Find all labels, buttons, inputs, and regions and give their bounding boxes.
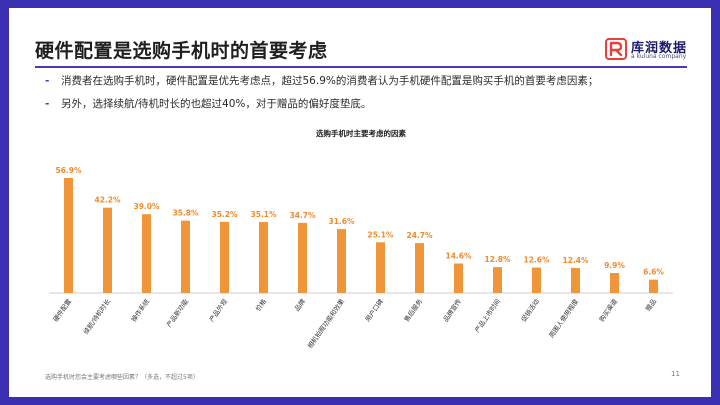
bullet-item: - 另外，选择续航/待机时长的也超过40%，对于赠品的偏好度垫底。 (45, 97, 685, 111)
data-label: 56.9% (55, 166, 82, 175)
bar (259, 222, 268, 293)
bar (103, 207, 112, 293)
data-label: 25.1% (367, 230, 394, 239)
bar (298, 222, 307, 293)
bullet-marker: - (45, 98, 50, 110)
category-tick-label: 品牌 (292, 297, 307, 313)
category-tick-label: 周围人使用程度 (547, 297, 581, 340)
category-tick-label: 赠品 (643, 297, 658, 313)
data-label: 35.2% (211, 210, 238, 219)
bullet-marker: - (45, 75, 50, 87)
bullet-list: - 消费者在选购手机时，硬件配置是优先考虑点，超过56.9%的消费者认为手机硬件… (45, 74, 685, 120)
bullet-text: 另外，选择续航/待机时长的也超过40%，对于赠品的偏好度垫底。 (61, 98, 372, 110)
title-divider (35, 66, 687, 68)
bar (454, 263, 463, 293)
data-label: 12.6% (523, 256, 550, 265)
category-tick-label: 操作系统 (129, 297, 152, 324)
data-label: 42.2% (94, 196, 121, 205)
bar (64, 178, 73, 293)
category-tick-label: 购买渠道 (597, 297, 620, 324)
bar (415, 243, 424, 293)
bar (571, 267, 580, 293)
bar (337, 229, 346, 293)
bar (610, 272, 619, 293)
logo-text: 库润数据 (631, 41, 688, 56)
logo-mark-icon (605, 38, 627, 60)
category-tick-label: 用户口碑 (363, 297, 386, 324)
data-label: 12.4% (562, 256, 589, 265)
category-tick-label: 产品上市时间 (472, 297, 502, 334)
category-tick-label: 续航/待机时长 (81, 297, 112, 336)
bullet-item: - 消费者在选购手机时，硬件配置是优先考虑点，超过56.9%的消费者认为手机硬件… (45, 74, 685, 88)
data-label: 14.6% (445, 251, 472, 260)
data-label: 35.8% (172, 209, 199, 218)
category-tick-label: 售后服务 (402, 297, 425, 324)
chart-title: 选购手机时主要考虑的因素 (316, 128, 406, 138)
bar (142, 214, 151, 293)
bullet-text: 消费者在选购手机时，硬件配置是优先考虑点，超过56.9%的消费者认为手机硬件配置… (61, 75, 599, 87)
page-number: 11 (671, 370, 680, 378)
bar (181, 220, 190, 293)
data-label: 35.1% (250, 210, 277, 219)
bar (532, 267, 541, 293)
category-tick-label: 产品外观 (207, 297, 230, 324)
category-tick-label: 硬件配置 (51, 297, 74, 324)
slide: 硬件配置是选购手机时的首要考虑 库润数据 a kuluna company - … (9, 8, 711, 397)
logo-subtext: a kuluna company (631, 53, 687, 60)
category-tick-label: 产品新功能 (164, 297, 190, 329)
bar (493, 267, 502, 293)
data-label: 24.7% (406, 231, 433, 240)
bar (649, 279, 658, 293)
footnote: 选购手机时您会主要考虑哪些因素？（多选，不超过5项） (45, 374, 199, 381)
category-tick-label: 相机拍照功能和效果 (305, 297, 346, 350)
company-logo: 库润数据 a kuluna company (605, 36, 695, 64)
bar (220, 221, 229, 293)
data-label: 6.6% (643, 268, 664, 277)
category-tick-label: 价格 (253, 297, 268, 313)
data-label: 9.9% (604, 261, 625, 270)
page-title: 硬件配置是选购手机时的首要考虑 (35, 40, 328, 62)
category-tick-label: 品牌宣传 (441, 297, 464, 324)
data-label: 39.0% (133, 202, 160, 211)
category-tick-label: 促销活动 (519, 297, 542, 324)
bar-chart: 选购手机时主要考虑的因素 56.9% 硬件配置 42.2% 续航/待机时长 39.0% 操作… (49, 128, 673, 350)
data-label: 12.8% (484, 255, 511, 264)
data-label: 31.6% (328, 217, 355, 226)
data-label: 34.7% (289, 211, 316, 220)
bar (376, 242, 385, 293)
